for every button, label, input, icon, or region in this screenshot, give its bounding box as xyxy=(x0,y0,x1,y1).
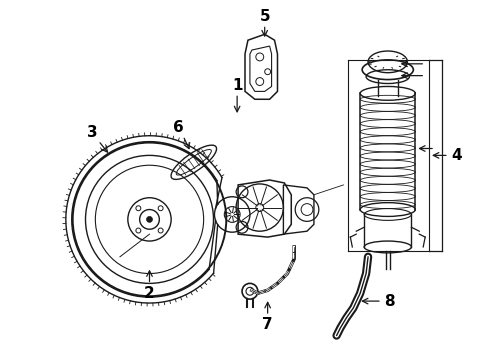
Circle shape xyxy=(147,216,152,222)
Text: 6: 6 xyxy=(172,120,183,135)
Circle shape xyxy=(256,204,264,212)
Text: 4: 4 xyxy=(451,148,462,163)
Text: 8: 8 xyxy=(385,294,395,309)
Text: 2: 2 xyxy=(144,286,155,301)
Text: 7: 7 xyxy=(262,317,273,332)
Text: 1: 1 xyxy=(232,78,243,93)
Text: 3: 3 xyxy=(87,125,98,140)
Text: 5: 5 xyxy=(259,9,270,24)
